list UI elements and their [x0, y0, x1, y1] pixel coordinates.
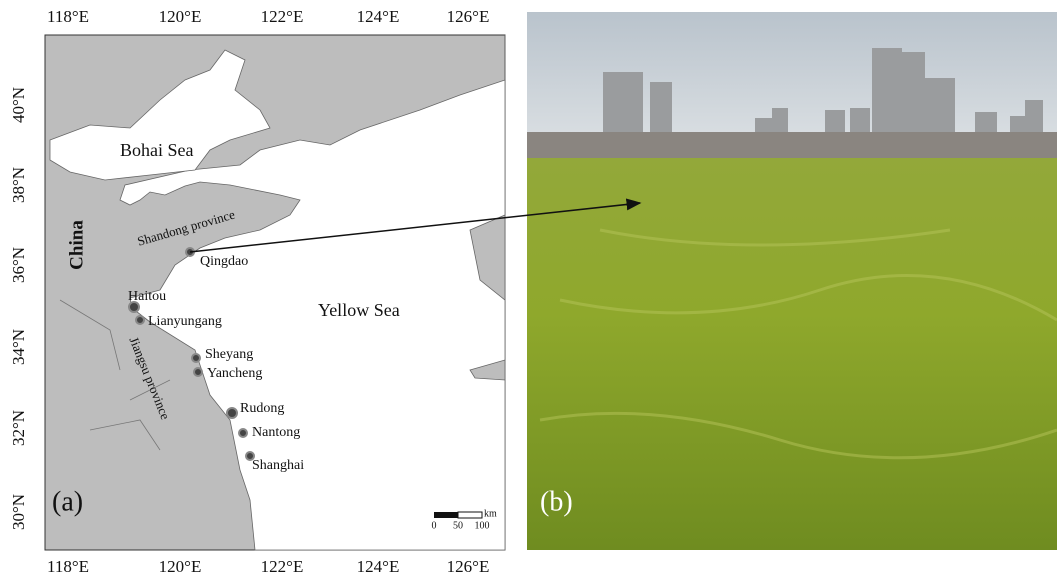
scale-bar [458, 512, 482, 518]
latitude-label: 40°N [9, 87, 28, 123]
place-label: Shanghai [252, 458, 304, 473]
place-marker [192, 354, 200, 362]
latitude-label: 36°N [9, 247, 28, 283]
place-marker [136, 316, 144, 324]
latitude-label: 34°N [9, 329, 28, 365]
longitude-label: 126°E [447, 557, 490, 576]
longitude-label: 120°E [159, 557, 202, 576]
latitude-label: 32°N [9, 410, 28, 446]
place-label: Lianyungang [148, 314, 222, 329]
longitude-label: 126°E [447, 7, 490, 26]
panel-label: (b) [540, 486, 573, 517]
region-label: China [66, 220, 87, 270]
scale-unit: km [484, 508, 497, 519]
place-label: Haitou [128, 289, 166, 304]
longitude-label: 122°E [261, 557, 304, 576]
place-label: Yancheng [207, 366, 262, 381]
longitude-label: 124°E [357, 557, 400, 576]
longitude-label: 118°E [47, 557, 89, 576]
latitude-label: 38°N [9, 167, 28, 203]
longitude-label: 118°E [47, 7, 89, 26]
longitude-label: 122°E [261, 7, 304, 26]
region-label: Bohai Sea [120, 140, 194, 160]
place-label: Sheyang [205, 347, 253, 362]
latitude-label: 30°N [9, 494, 28, 530]
place-label: Rudong [240, 401, 284, 416]
place-marker [227, 408, 237, 418]
scale-tick-label: 100 [475, 520, 490, 531]
place-label: Qingdao [200, 254, 248, 269]
place-marker [194, 368, 202, 376]
scale-tick-label: 50 [453, 520, 463, 531]
scale-tick-label: 0 [432, 520, 437, 531]
longitude-label: 124°E [357, 7, 400, 26]
figure: 118°E 120°E 122°E 124°E 126°E 118°E 120°… [0, 0, 1057, 579]
place-label: Nantong [252, 425, 300, 440]
map-panel: 118°E 120°E 122°E 124°E 126°E 118°E 120°… [9, 7, 505, 576]
algae-bloom [527, 158, 1057, 550]
region-label: Yellow Sea [318, 300, 400, 320]
scale-bar [434, 512, 458, 518]
panel-label: (a) [52, 486, 83, 517]
photo-panel: (b) [527, 12, 1057, 550]
longitude-label: 120°E [159, 7, 202, 26]
place-marker [239, 429, 247, 437]
